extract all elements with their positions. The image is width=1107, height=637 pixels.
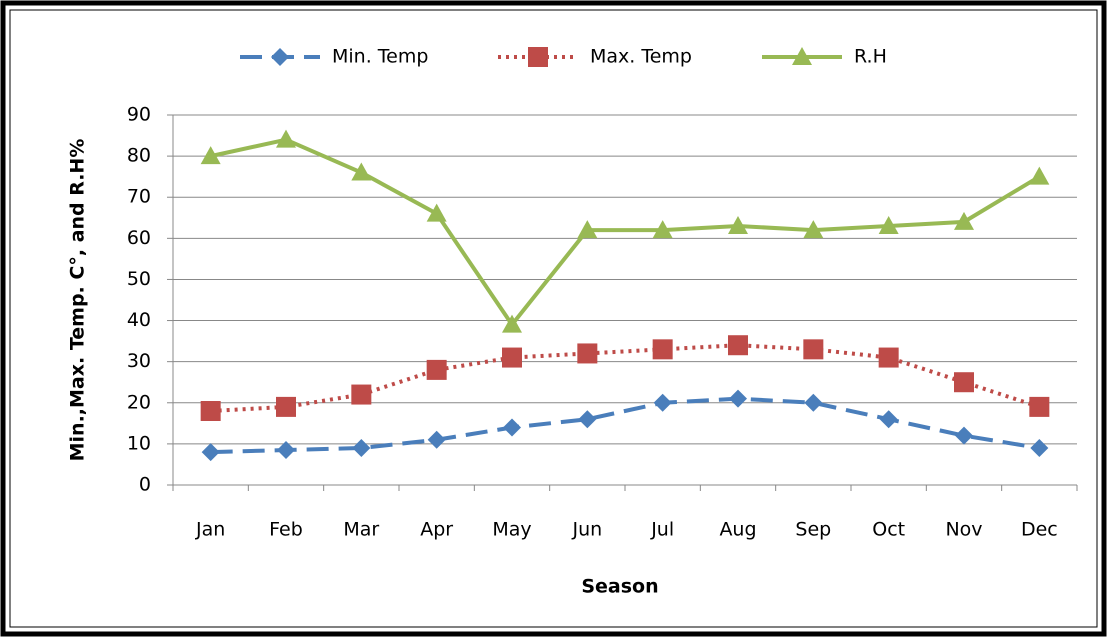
marker (652, 339, 673, 360)
x-tick-label: Jun (571, 519, 602, 541)
marker (578, 410, 597, 429)
series-line (210, 396, 1040, 455)
legend-label: Min. Temp (332, 46, 428, 68)
marker (577, 220, 598, 239)
marker (426, 203, 447, 222)
marker (1029, 166, 1050, 185)
y-tick-label: 10 (127, 432, 151, 454)
y-tick-label: 40 (127, 309, 151, 331)
y-tick-label: 0 (139, 474, 151, 496)
marker (879, 410, 898, 429)
x-tick-label: Apr (420, 519, 453, 541)
marker (878, 216, 899, 234)
marker (729, 389, 747, 408)
x-tick-label: Nov (945, 519, 982, 541)
marker (804, 393, 823, 412)
marker (803, 220, 824, 239)
marker (803, 339, 824, 360)
marker (200, 146, 221, 165)
inner-frame (9, 9, 1098, 628)
marker (351, 162, 372, 181)
y-tick-label: 30 (127, 350, 151, 372)
marker (351, 384, 372, 405)
y-axis-label: Min.,Max. Temp. C°, and R.H% (67, 139, 89, 462)
marker (728, 216, 748, 234)
x-tick-label: Sep (795, 519, 831, 541)
marker (1029, 396, 1050, 417)
y-tick-label: 20 (127, 391, 151, 413)
x-tick-label: Dec (1021, 519, 1058, 541)
x-tick-label: Jan (195, 519, 225, 541)
marker (878, 347, 899, 368)
marker (276, 396, 296, 417)
series-line (210, 343, 1040, 413)
legend-label: R.H (854, 46, 887, 68)
marker (653, 393, 672, 412)
marker (728, 335, 748, 356)
marker (577, 343, 598, 364)
marker (955, 426, 973, 445)
x-tick-label: Mar (343, 519, 379, 541)
y-tick-label: 50 (127, 268, 151, 290)
x-tick-label: May (492, 519, 531, 541)
marker (427, 430, 446, 449)
marker (652, 220, 673, 239)
series-line (210, 137, 1041, 329)
marker (792, 47, 812, 65)
y-tick-label: 90 (127, 104, 151, 126)
marker (200, 401, 221, 421)
x-tick-label: Jul (650, 519, 674, 541)
y-tick-label: 70 (127, 186, 151, 208)
x-tick-label: Feb (269, 519, 303, 541)
marker (502, 314, 522, 333)
marker (277, 441, 295, 460)
legend-label: Max. Temp (590, 46, 692, 68)
y-tick-label: 80 (127, 145, 151, 167)
marker (201, 443, 220, 462)
marker (1030, 439, 1049, 457)
y-tick-label: 60 (127, 227, 151, 249)
marker (271, 48, 289, 66)
marker (954, 372, 974, 393)
marker (426, 359, 447, 380)
marker (352, 439, 371, 457)
x-tick-label: Aug (719, 519, 756, 541)
marker (528, 47, 548, 67)
x-axis-label: Season (581, 576, 658, 598)
marker (502, 347, 522, 368)
marker (503, 418, 521, 437)
marker (954, 211, 974, 230)
x-tick-label: Oct (872, 519, 905, 541)
marker (276, 129, 296, 148)
